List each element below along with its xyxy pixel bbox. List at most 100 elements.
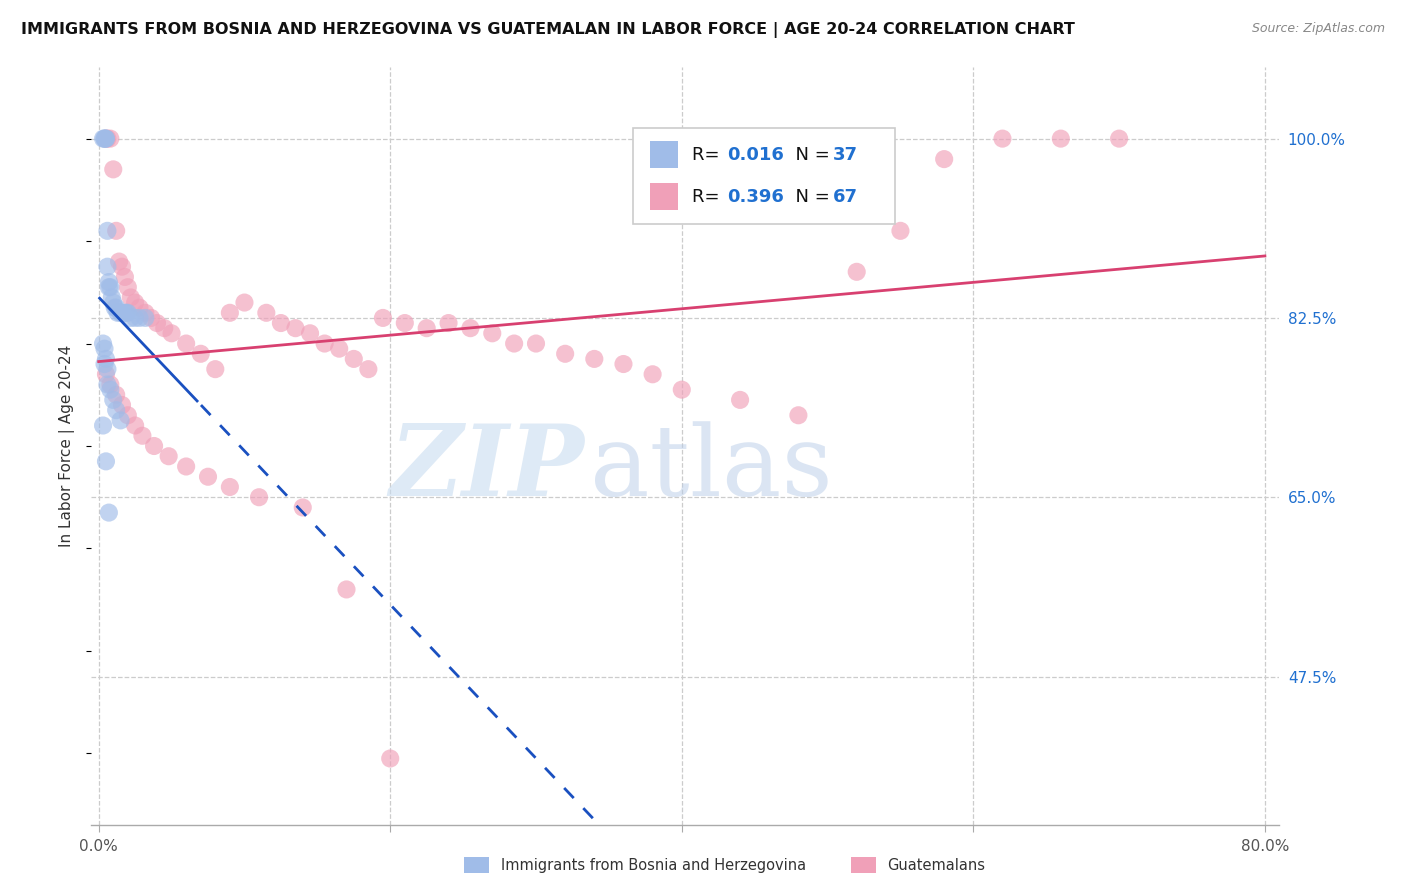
Point (96, 224, 118, 238)
Point (728, 392, 751, 407)
Point (111, 260, 134, 274)
Text: 37: 37 (832, 145, 858, 163)
Point (146, 316, 169, 330)
Point (284, 321, 307, 335)
Point (143, 439, 166, 453)
Point (115, 306, 138, 320)
Point (415, 321, 437, 335)
Point (218, 480, 240, 494)
Point (343, 351, 366, 366)
Point (103, 392, 125, 407)
Point (134, 310, 156, 325)
Text: 0.396: 0.396 (728, 188, 785, 206)
Point (124, 418, 146, 433)
Text: R=: R= (693, 188, 725, 206)
Point (270, 316, 292, 330)
Point (128, 301, 150, 315)
Point (197, 469, 219, 483)
Point (141, 310, 163, 325)
Point (291, 500, 314, 515)
Point (114, 306, 136, 320)
Point (93, 131, 115, 145)
Point (174, 336, 197, 351)
Point (845, 265, 868, 279)
Point (98, 280, 121, 294)
Point (98, 377, 121, 392)
Point (96, 377, 118, 392)
Point (524, 336, 547, 351)
Point (437, 316, 460, 330)
Text: N =: N = (785, 145, 835, 163)
Point (481, 326, 503, 341)
Point (314, 336, 336, 351)
Point (335, 582, 357, 597)
Text: R=: R= (693, 145, 725, 163)
Point (103, 295, 125, 310)
Point (554, 347, 576, 361)
Point (247, 490, 270, 504)
Point (101, 290, 124, 304)
Text: 0.016: 0.016 (728, 145, 785, 163)
Point (124, 295, 146, 310)
Point (394, 316, 416, 330)
Point (787, 409, 810, 423)
Point (124, 310, 146, 325)
Point (120, 290, 142, 304)
Point (98, 131, 121, 145)
Point (103, 162, 125, 177)
Text: ZIP: ZIP (389, 420, 585, 517)
Point (1049, 131, 1071, 145)
Point (105, 224, 128, 238)
Point (96, 131, 118, 145)
Y-axis label: In Labor Force | Age 20-24: In Labor Force | Age 20-24 (59, 345, 76, 547)
Point (91, 336, 114, 351)
Point (94, 454, 117, 468)
Point (357, 362, 380, 376)
Point (117, 409, 139, 423)
Point (97, 280, 120, 294)
Point (190, 347, 212, 361)
Point (460, 321, 482, 335)
Point (128, 310, 150, 325)
Point (104, 301, 127, 315)
Point (233, 295, 256, 310)
Point (105, 388, 128, 402)
Point (134, 306, 156, 320)
Point (94, 368, 117, 382)
Point (1108, 131, 1130, 145)
Point (299, 326, 322, 341)
Text: Immigrants from Bosnia and Herzegovina: Immigrants from Bosnia and Herzegovina (501, 858, 806, 872)
Point (117, 280, 139, 294)
Point (105, 403, 128, 417)
Point (157, 449, 180, 463)
Point (114, 269, 136, 284)
Point (934, 152, 956, 166)
Point (111, 306, 134, 320)
Point (131, 429, 153, 443)
Point (93, 131, 115, 145)
Point (371, 310, 394, 325)
Point (583, 351, 606, 366)
Point (93, 342, 115, 356)
Point (120, 310, 142, 325)
Point (108, 254, 131, 268)
Point (889, 224, 911, 238)
Point (91, 131, 114, 145)
Point (612, 357, 634, 371)
Point (991, 131, 1014, 145)
Point (110, 306, 132, 320)
Point (97, 506, 120, 520)
Point (105, 301, 128, 315)
Point (110, 413, 132, 427)
Text: 67: 67 (832, 188, 858, 206)
Point (380, 751, 402, 765)
Point (328, 342, 350, 356)
Point (204, 362, 226, 376)
Point (96, 260, 118, 274)
Point (503, 336, 526, 351)
Point (94, 351, 117, 366)
Point (94, 131, 117, 145)
Point (671, 383, 693, 397)
Point (91, 418, 114, 433)
Point (218, 306, 240, 320)
